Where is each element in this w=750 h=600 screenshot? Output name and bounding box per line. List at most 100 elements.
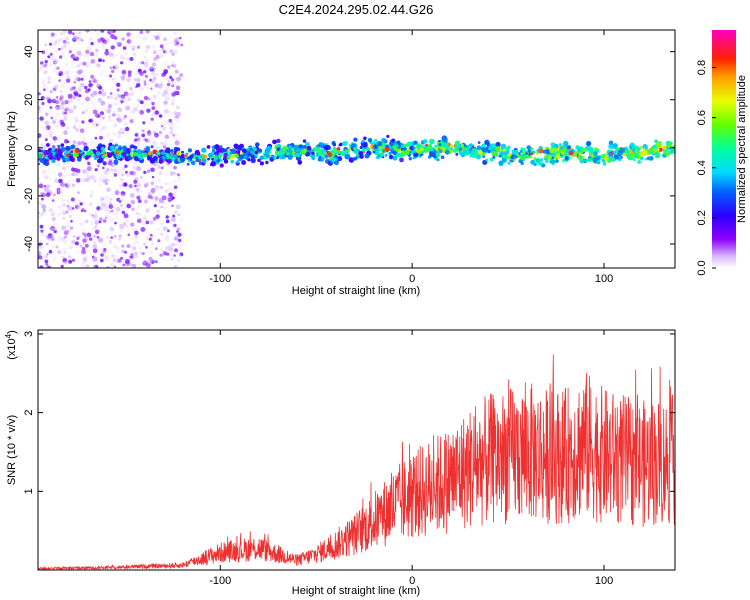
spectrogram-noise-point [124,52,128,56]
spectrogram-ridge-point [272,155,276,159]
spectrogram-noise-point [150,87,153,90]
spectrogram-noise-point [123,182,128,187]
spectrogram-noise-point [62,47,67,53]
spectrogram-ridge-point [613,154,619,160]
spectrogram-noise-point [63,230,69,236]
spectrogram-ridge-point [113,159,119,165]
spectrogram-noise-point [56,111,61,116]
spectrogram-ridge-point [397,152,402,158]
spectrogram-ridge-point [152,155,158,162]
spectrogram-noise-point [105,204,109,208]
spectrogram-noise-point [62,258,68,263]
spectrogram-ridge-point [318,151,322,156]
spectrogram-ridge-point [66,150,70,154]
spectrogram-noise-point [145,50,148,53]
spectrogram-noise-point [168,112,174,118]
spectrogram-noise-point [145,65,151,70]
spectrogram-noise-point [82,261,85,265]
spectrogram-noise-point [142,103,147,108]
spectrogram-noise-point [140,227,146,232]
spectrogram-noise-point [126,57,130,61]
spectrogram-noise-point [68,256,73,261]
spectrogram-noise-point [142,252,145,255]
spectrogram-ridge-point [300,147,304,151]
spectrogram-noise-point [137,142,141,146]
spectrogram-noise-point [105,73,109,77]
spectrogram-noise-point [174,248,178,253]
spectrogram-noise-point [169,76,173,79]
spectrogram-ridge-point [498,160,504,166]
spectrogram-y-tick-label: -40 [23,236,35,252]
spectrogram-noise-point [118,237,122,241]
spectrogram-noise-point [158,53,164,59]
spectrogram-noise-point [43,63,48,68]
spectrogram-noise-point [168,118,173,123]
spectrogram-noise-point [41,50,46,54]
spectrogram-noise-point [136,78,141,82]
spectrogram-noise-point [55,113,60,118]
spectrogram-noise-point [133,251,138,256]
spectrogram-ridge-point [642,150,648,156]
spectrogram-noise-point [96,203,101,207]
spectrogram-ridge-point [281,154,286,159]
snr-x-ticks: -100 0 100 [209,330,613,587]
spectrogram-noise-point [152,34,156,38]
spectrogram-ridge-point [241,160,247,165]
spectrogram-noise-point [111,69,115,73]
spectrogram-ridge-point [434,144,438,148]
spectrogram-noise-point [162,60,168,66]
spectrogram-ridge-point [458,147,463,152]
spectrogram-noise-point [85,236,90,241]
spectrogram-noise-point [135,71,139,76]
spectrogram-noise-point [70,63,75,68]
spectrogram-noise-point [84,65,89,69]
spectrogram-noise-point [172,189,178,195]
spectrogram-noise-point [92,90,98,96]
spectrogram-noise-point [105,48,109,52]
spectrogram-noise-point [41,204,47,210]
spectrogram-noise-point [56,66,60,70]
spectrogram-noise-point [53,67,57,71]
spectrogram-noise-point [102,177,107,182]
spectrogram-noise-point [150,117,154,121]
spectrogram-noise-point [155,186,160,191]
spectrogram-noise-point [79,244,84,249]
spectrogram-noise-point [84,243,89,248]
spectrogram-noise-point [149,250,154,255]
spectrogram-ridge-point [257,148,263,153]
spectrogram-ridge-point [561,158,566,163]
spectrogram-noise-point [83,209,87,213]
spectrogram-noise-point [121,80,124,84]
spectrogram-noise-point [163,110,167,114]
spectrogram-x-ticks: -100 0 100 [209,30,613,285]
spectrogram-noise-point [106,235,110,239]
spectrogram-noise-point [72,183,75,186]
spectrogram-noise-point [58,71,64,76]
spectrogram-noise-point [117,93,122,99]
spectrogram-noise-point [72,35,78,41]
spectrogram-noise-point [85,52,91,58]
spectrogram-noise-point [124,99,129,104]
spectrogram-ridge-point [377,141,383,147]
spectrogram-ridge-point [250,157,256,164]
spectrogram-noise-point [158,180,162,184]
spectrogram-noise-point [42,78,46,82]
spectrogram-noise-point [57,237,63,242]
spectrogram-ridge-point [636,155,640,159]
spectrogram-noise-point [120,95,126,101]
spectrogram-ridge-point [214,144,220,150]
spectrogram-noise-point [104,50,110,56]
spectrogram-noise-point [62,209,66,213]
spectrogram-ridge-point [250,154,255,159]
spectrogram-ridge-point [452,148,458,153]
spectrogram-noise-point [78,235,81,238]
spectrogram-noise-point [180,43,184,47]
spectrogram-noise-point [139,247,142,250]
spectrogram-noise-point [109,159,113,162]
spectrogram-noise-point [163,189,166,193]
spectrogram-noise-point [38,202,43,206]
colorbar-gradient [712,30,736,268]
spectrogram-noise-point [129,91,135,97]
spectrogram-noise-point [38,177,41,180]
spectrogram-noise-point [66,180,71,186]
